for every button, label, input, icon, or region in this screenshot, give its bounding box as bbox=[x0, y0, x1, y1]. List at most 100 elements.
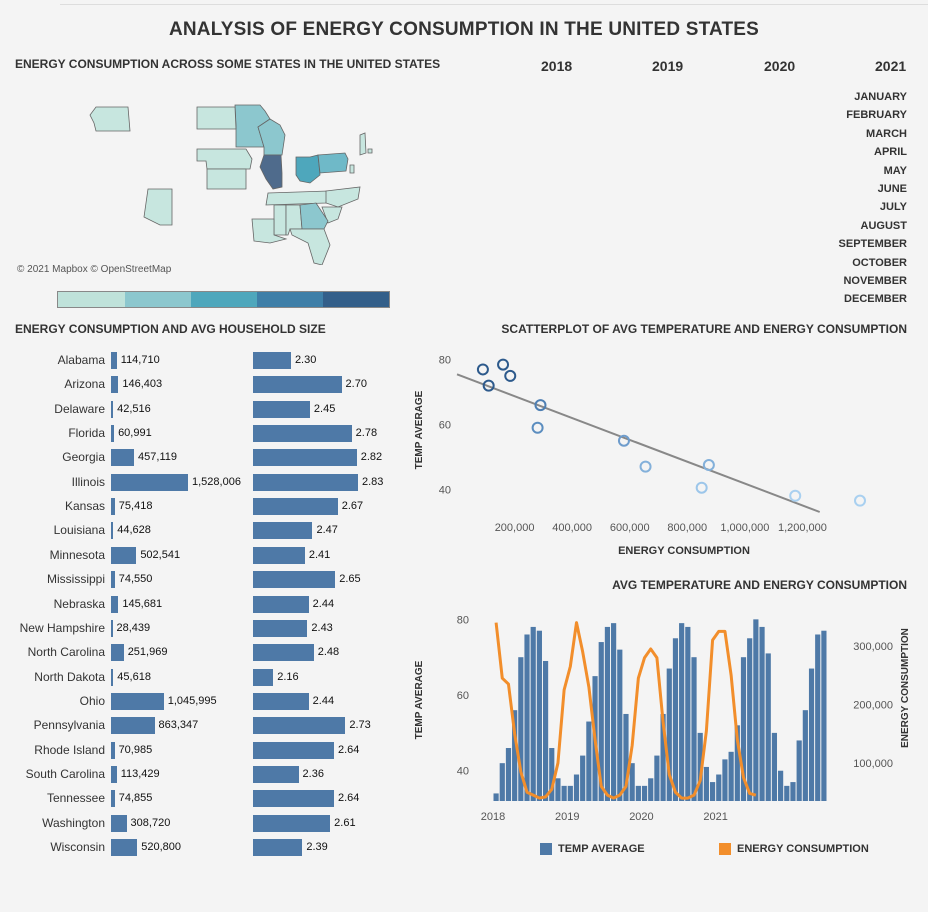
energy-bar[interactable] bbox=[111, 595, 119, 613]
legend-energy-consumption[interactable]: ENERGY CONSUMPTION bbox=[719, 843, 869, 855]
energy-bar[interactable] bbox=[111, 839, 138, 856]
month-april[interactable]: APRIL bbox=[874, 146, 907, 159]
state-label: Delaware bbox=[54, 401, 105, 416]
household-size-bar[interactable] bbox=[253, 619, 308, 637]
map-state-rhode-island[interactable] bbox=[367, 148, 373, 154]
scatter-title: SCATTERPLOT OF AVG TEMPERATURE AND ENERG… bbox=[501, 322, 907, 336]
map-state-north-carolina[interactable] bbox=[325, 186, 361, 208]
energy-bar[interactable] bbox=[111, 619, 113, 637]
energy-bar[interactable] bbox=[111, 790, 115, 808]
household-size-bar[interactable] bbox=[253, 839, 303, 856]
household-size-bar[interactable] bbox=[253, 571, 336, 589]
map-state-pennsylvania[interactable] bbox=[317, 152, 349, 174]
month-january[interactable]: JANUARY bbox=[854, 91, 907, 103]
scatter-point bbox=[504, 369, 517, 382]
household-size-bar[interactable] bbox=[253, 595, 309, 613]
temp-bar bbox=[499, 763, 505, 801]
energy-bar[interactable] bbox=[111, 571, 115, 589]
household-size-bar[interactable] bbox=[253, 352, 291, 369]
year-2021[interactable]: 2021 bbox=[875, 58, 907, 74]
month-may[interactable]: MAY bbox=[883, 164, 907, 177]
month-june[interactable]: JUNE bbox=[877, 183, 907, 195]
month-july[interactable]: JULY bbox=[879, 201, 907, 214]
energy-value-label: 60,991 bbox=[118, 427, 152, 440]
household-size-bar[interactable] bbox=[253, 644, 314, 662]
energy-bar[interactable] bbox=[111, 352, 117, 369]
energy-bar[interactable] bbox=[111, 644, 124, 662]
us-state-map[interactable] bbox=[60, 95, 400, 265]
household-size-bar[interactable] bbox=[253, 400, 310, 418]
map-state-ohio[interactable] bbox=[295, 154, 321, 184]
temp-bar bbox=[573, 774, 580, 801]
energy-bar[interactable] bbox=[111, 425, 115, 443]
energy-bar[interactable] bbox=[111, 765, 117, 783]
household-size-value-label: 2.64 bbox=[337, 792, 360, 805]
month-december[interactable]: DECEMBER bbox=[844, 293, 907, 306]
map-state-georgia[interactable] bbox=[299, 202, 329, 230]
month-november[interactable]: NOVEMBER bbox=[843, 275, 907, 287]
energy-bar[interactable] bbox=[111, 717, 155, 735]
map-state-arizona[interactable] bbox=[143, 188, 173, 226]
household-size-bar[interactable] bbox=[253, 668, 274, 686]
household-size-bar[interactable] bbox=[253, 425, 352, 443]
household-size-bar[interactable] bbox=[253, 692, 309, 710]
state-label: Mississippi bbox=[46, 572, 105, 587]
map-state-tennessee[interactable] bbox=[265, 190, 329, 206]
energy-value-label: 74,550 bbox=[118, 573, 153, 586]
household-size-value-label: 2.65 bbox=[339, 573, 361, 586]
month-august[interactable]: AUGUST bbox=[860, 219, 907, 232]
energy-bar[interactable] bbox=[111, 376, 119, 394]
energy-bar[interactable] bbox=[111, 668, 114, 686]
legend-swatch-2 bbox=[125, 292, 191, 308]
map-state-north-dakota[interactable] bbox=[196, 106, 237, 130]
map-state-illinois[interactable] bbox=[259, 154, 283, 190]
household-size-bar[interactable] bbox=[253, 814, 331, 832]
household-size-value-label: 2.16 bbox=[277, 670, 299, 683]
household-size-bar[interactable] bbox=[253, 546, 305, 564]
household-size-bar[interactable] bbox=[253, 741, 334, 759]
map-state-wisconsin[interactable] bbox=[257, 118, 286, 156]
month-february[interactable]: FEBRUARY bbox=[846, 109, 907, 122]
year-2020[interactable]: 2020 bbox=[764, 58, 796, 74]
household-size-bar[interactable] bbox=[253, 473, 358, 491]
map-state-mississippi[interactable] bbox=[273, 204, 287, 236]
household-size-bar[interactable] bbox=[253, 765, 299, 783]
energy-bar[interactable] bbox=[111, 498, 115, 516]
energy-bar[interactable] bbox=[111, 814, 127, 832]
energy-value-label: 70,985 bbox=[118, 743, 153, 756]
energy-bar[interactable] bbox=[111, 400, 114, 418]
month-september[interactable]: SEPTEMBER bbox=[838, 238, 907, 251]
household-size-bar[interactable] bbox=[253, 498, 338, 516]
month-march[interactable]: MARCH bbox=[866, 127, 907, 140]
map-state-kansas[interactable] bbox=[206, 168, 247, 190]
energy-bar[interactable] bbox=[111, 546, 137, 564]
map-state-nebraska[interactable] bbox=[196, 148, 253, 170]
map-state-florida[interactable] bbox=[289, 228, 331, 265]
household-size-value-label: 2.43 bbox=[311, 621, 333, 634]
energy-bar[interactable] bbox=[111, 522, 114, 540]
month-october[interactable]: OCTOBER bbox=[852, 256, 907, 269]
temp-bar bbox=[567, 785, 573, 801]
temp-bar bbox=[679, 623, 685, 801]
household-size-bar[interactable] bbox=[253, 790, 334, 808]
map-title: ENERGY CONSUMPTION ACROSS SOME STATES IN… bbox=[15, 57, 441, 71]
map-state-louisiana[interactable] bbox=[251, 218, 288, 244]
year-2019[interactable]: 2019 bbox=[652, 58, 684, 74]
household-size-bar[interactable] bbox=[253, 717, 346, 735]
energy-bar[interactable] bbox=[111, 741, 115, 759]
household-size-value-label: 2.30 bbox=[294, 354, 317, 366]
combo-ylabel: TEMP AVERAGE bbox=[414, 660, 425, 739]
household-size-bar[interactable] bbox=[253, 376, 342, 394]
legend-temp-average[interactable]: TEMP AVERAGE bbox=[540, 843, 645, 855]
map-state-new-hampshire[interactable] bbox=[359, 132, 367, 156]
household-size-bar[interactable] bbox=[253, 522, 313, 540]
map-state-delaware[interactable] bbox=[349, 164, 355, 174]
energy-bar[interactable] bbox=[111, 473, 188, 491]
energy-bar[interactable] bbox=[111, 449, 135, 467]
household-size-bar[interactable] bbox=[253, 449, 357, 467]
energy-bar[interactable] bbox=[111, 692, 164, 710]
temp-bar bbox=[629, 763, 635, 801]
year-2018[interactable]: 2018 bbox=[541, 58, 573, 74]
map-state-washington[interactable] bbox=[89, 106, 131, 132]
state-label: Georgia bbox=[62, 450, 105, 465]
